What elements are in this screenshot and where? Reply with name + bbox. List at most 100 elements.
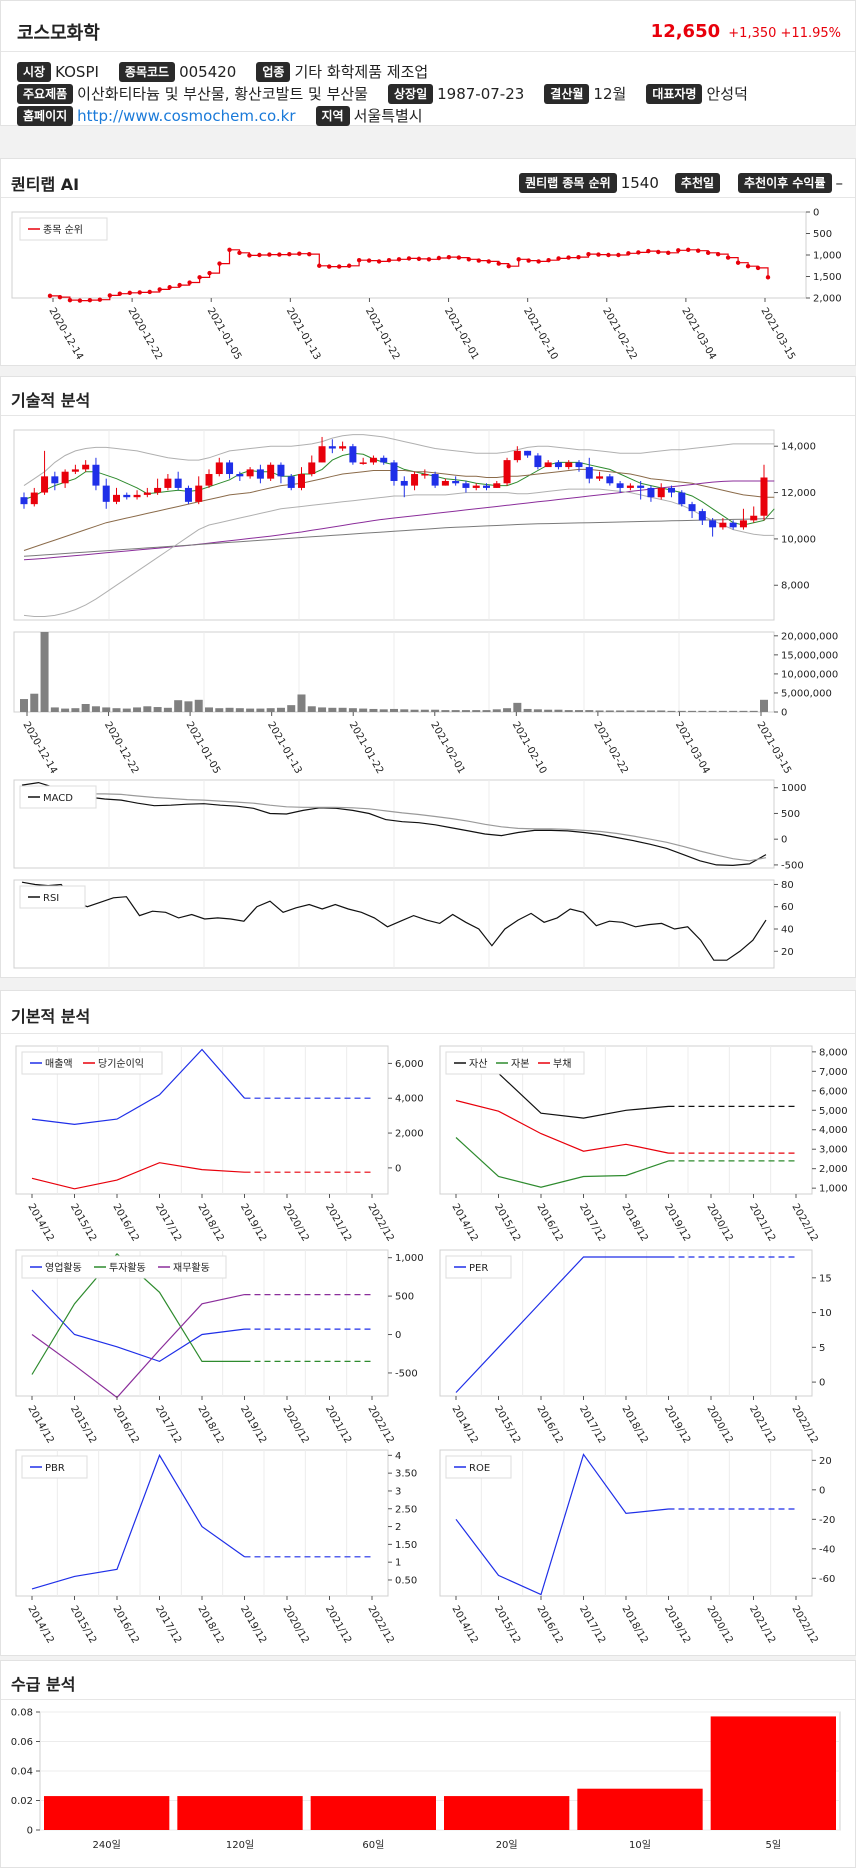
volume-bar xyxy=(122,708,131,712)
macd-line-signal xyxy=(21,793,767,862)
divider xyxy=(1,415,855,416)
volume-bar xyxy=(379,709,388,712)
volume-bar xyxy=(482,710,491,712)
ceo-badge: 대표자명 xyxy=(646,83,703,104)
per-xtick-label: 2014/12 xyxy=(449,1404,479,1445)
rank-point xyxy=(596,252,601,257)
candle-body xyxy=(596,476,604,479)
candle-body xyxy=(729,522,737,528)
macd-legend-box xyxy=(19,785,97,809)
candle-body xyxy=(205,474,213,486)
macd-legend-label: MACD xyxy=(43,793,73,804)
rank-frame xyxy=(11,211,807,299)
volume-ytick-label: 5,000,000 xyxy=(781,688,832,699)
per-xtick-label: 2022/12 xyxy=(789,1404,819,1445)
supply-xtick-label: 5일 xyxy=(766,1839,782,1851)
rank-ytick-label: 2,000 xyxy=(813,294,842,305)
assets-xtick-label: 2017/12 xyxy=(577,1202,607,1243)
candle-body xyxy=(534,455,542,468)
volume-bar xyxy=(431,709,440,712)
rank-point xyxy=(257,252,262,258)
roe-xtick-label: 2014/12 xyxy=(449,1604,479,1645)
volume-bar xyxy=(276,707,285,712)
roe-ytick-label: -20 xyxy=(819,1515,835,1526)
volume-bar xyxy=(205,707,213,712)
volume-bar xyxy=(605,710,614,712)
listing-value: 1987-07-23 xyxy=(437,84,525,103)
volume-bar xyxy=(215,708,224,712)
rank-point xyxy=(307,251,312,257)
rank-point xyxy=(725,255,731,260)
volume-xtick-label: 2021-02-22 xyxy=(591,720,630,776)
rank-point xyxy=(297,251,302,256)
rank-ytick-label: 500 xyxy=(813,229,832,240)
rank-point xyxy=(207,270,212,276)
fiscal-value: 12월 xyxy=(593,85,627,103)
rank-point xyxy=(745,263,751,269)
candle-body xyxy=(421,474,429,476)
volume-bar xyxy=(410,709,419,712)
cashflow-ytick-label: 0 xyxy=(395,1330,401,1341)
cashflow-ytick-label: -500 xyxy=(395,1368,418,1379)
assets-ytick-label: 4,000 xyxy=(819,1125,848,1136)
per-xtick-label: 2016/12 xyxy=(534,1404,564,1445)
per-line xyxy=(455,1256,669,1393)
candle-body xyxy=(493,483,501,488)
rank-point xyxy=(167,285,172,290)
rank-point xyxy=(586,251,591,257)
rank-point xyxy=(107,293,113,298)
volume-bar xyxy=(708,710,717,712)
assets-legend-label: 자산 xyxy=(469,1058,487,1070)
volume-bar xyxy=(513,702,522,712)
rank-point xyxy=(277,252,282,257)
ceo-value: 안성덕 xyxy=(706,85,748,103)
supply-ytick-label: 0 xyxy=(27,1826,33,1837)
roe-xtick-label: 2018/12 xyxy=(619,1604,649,1645)
roe-ytick-label: -40 xyxy=(819,1544,835,1555)
homepage-link[interactable]: http://www.cosmochem.co.kr xyxy=(77,106,296,125)
candle-body xyxy=(431,474,439,486)
supply-bar xyxy=(44,1796,170,1830)
rank-point xyxy=(356,257,362,263)
volume-bar xyxy=(153,707,162,712)
roe-xtick-label: 2019/12 xyxy=(662,1604,692,1645)
pbr-ytick-label: 2 xyxy=(395,1522,401,1533)
rank-xtick-label: 2021-03-04 xyxy=(679,306,718,362)
supply-ytick-label: 0.08 xyxy=(11,1708,33,1719)
rank-xtick-label: 2021-01-13 xyxy=(284,306,323,362)
pbr-ytick-label: 2.50 xyxy=(395,1504,417,1515)
volume-xtick-label: 2021-03-04 xyxy=(673,720,712,776)
cashflow-ytick-label: 1,000 xyxy=(395,1253,424,1264)
divider xyxy=(1,51,855,52)
rsi-ytick-label: 80 xyxy=(781,880,794,891)
candle-body xyxy=(565,462,573,468)
volume-bar xyxy=(492,709,501,712)
sales-legend-label: 당기순이익 xyxy=(98,1058,144,1070)
rank-xtick-label: 2021-03-15 xyxy=(758,306,797,362)
macd-ytick-label: -500 xyxy=(781,860,804,871)
rank-point xyxy=(227,247,232,253)
volume-bar xyxy=(348,708,357,712)
rank-point xyxy=(67,297,73,303)
volume-bar xyxy=(626,710,635,712)
candle-body xyxy=(524,450,532,456)
stock-name: 코스모화학 xyxy=(17,23,100,44)
macd-ytick-label: 500 xyxy=(781,809,800,820)
candle-body xyxy=(51,476,59,484)
rank-xtick-label: 2021-01-22 xyxy=(363,306,402,362)
volume-bar xyxy=(102,707,111,712)
cashflow-xtick-label: 2014/12 xyxy=(25,1404,55,1445)
candle-body xyxy=(750,515,758,521)
rank-point xyxy=(715,251,721,257)
pbr-line xyxy=(31,1453,245,1590)
rank-point xyxy=(317,263,322,268)
fiscal-badge: 결산월 xyxy=(544,83,590,104)
volume-bar xyxy=(266,708,275,712)
assets-xtick-label: 2020/12 xyxy=(704,1202,734,1243)
candle-body xyxy=(123,494,131,498)
cashflow-xtick-label: 2022/12 xyxy=(365,1404,395,1445)
rank-point xyxy=(686,247,691,253)
cashflow-xtick-label: 2017/12 xyxy=(153,1404,183,1445)
rsi-ytick-label: 60 xyxy=(781,902,794,913)
sales-xtick-label: 2022/12 xyxy=(365,1202,395,1243)
